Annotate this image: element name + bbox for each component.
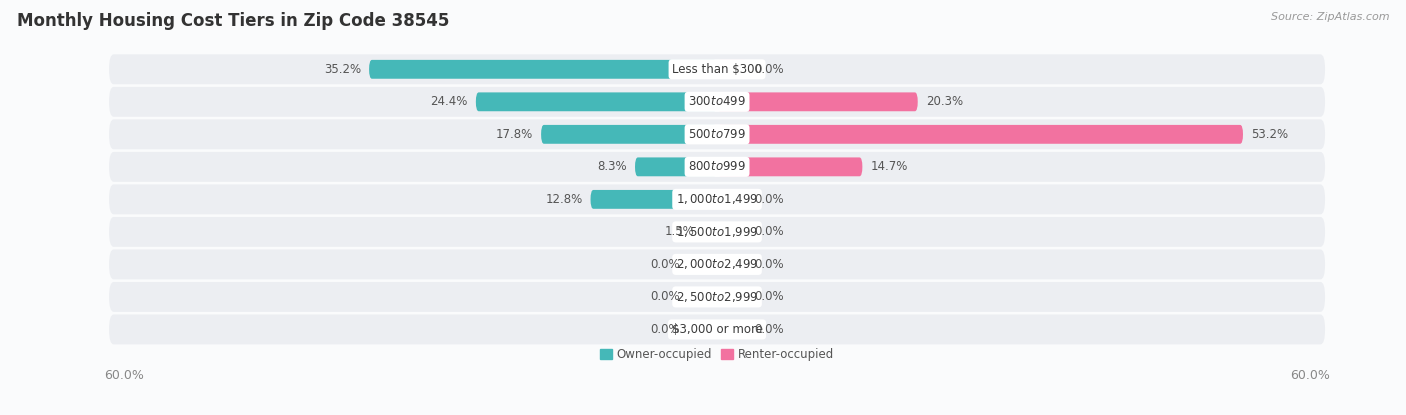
Text: $1,000 to $1,499: $1,000 to $1,499 (676, 193, 758, 206)
Text: 8.3%: 8.3% (598, 160, 627, 173)
FancyBboxPatch shape (110, 217, 1324, 247)
Text: 0.0%: 0.0% (755, 290, 785, 303)
Legend: Owner-occupied, Renter-occupied: Owner-occupied, Renter-occupied (595, 343, 839, 366)
Text: 35.2%: 35.2% (323, 63, 361, 76)
FancyBboxPatch shape (688, 320, 717, 339)
Text: 0.0%: 0.0% (755, 193, 785, 206)
Text: $3,000 or more: $3,000 or more (672, 323, 762, 336)
FancyBboxPatch shape (688, 288, 717, 306)
FancyBboxPatch shape (702, 222, 717, 241)
FancyBboxPatch shape (717, 255, 747, 274)
FancyBboxPatch shape (368, 60, 717, 79)
Text: $800 to $999: $800 to $999 (688, 160, 747, 173)
FancyBboxPatch shape (110, 315, 1324, 344)
Text: 0.0%: 0.0% (755, 63, 785, 76)
FancyBboxPatch shape (110, 282, 1324, 312)
Text: $500 to $799: $500 to $799 (688, 128, 747, 141)
FancyBboxPatch shape (541, 125, 717, 144)
Text: 53.2%: 53.2% (1251, 128, 1288, 141)
FancyBboxPatch shape (110, 120, 1324, 149)
Text: 24.4%: 24.4% (430, 95, 468, 108)
Text: 0.0%: 0.0% (755, 323, 785, 336)
Text: $1,500 to $1,999: $1,500 to $1,999 (676, 225, 758, 239)
FancyBboxPatch shape (110, 249, 1324, 279)
FancyBboxPatch shape (475, 93, 717, 111)
FancyBboxPatch shape (110, 54, 1324, 84)
Text: 0.0%: 0.0% (755, 225, 785, 238)
FancyBboxPatch shape (591, 190, 717, 209)
Text: 1.5%: 1.5% (665, 225, 695, 238)
FancyBboxPatch shape (110, 152, 1324, 182)
Text: 14.7%: 14.7% (870, 160, 908, 173)
FancyBboxPatch shape (717, 222, 747, 241)
Text: 0.0%: 0.0% (650, 290, 679, 303)
FancyBboxPatch shape (636, 157, 717, 176)
Text: $2,500 to $2,999: $2,500 to $2,999 (676, 290, 758, 304)
Text: 20.3%: 20.3% (925, 95, 963, 108)
Text: 0.0%: 0.0% (650, 258, 679, 271)
Text: 0.0%: 0.0% (755, 258, 785, 271)
Text: 12.8%: 12.8% (546, 193, 582, 206)
FancyBboxPatch shape (717, 93, 918, 111)
FancyBboxPatch shape (717, 60, 747, 79)
Text: 17.8%: 17.8% (496, 128, 533, 141)
FancyBboxPatch shape (110, 87, 1324, 117)
FancyBboxPatch shape (717, 320, 747, 339)
FancyBboxPatch shape (717, 190, 747, 209)
Text: Monthly Housing Cost Tiers in Zip Code 38545: Monthly Housing Cost Tiers in Zip Code 3… (17, 12, 450, 30)
FancyBboxPatch shape (717, 288, 747, 306)
FancyBboxPatch shape (717, 157, 862, 176)
FancyBboxPatch shape (717, 125, 1243, 144)
FancyBboxPatch shape (110, 184, 1324, 214)
Text: Source: ZipAtlas.com: Source: ZipAtlas.com (1271, 12, 1389, 22)
Text: 0.0%: 0.0% (650, 323, 679, 336)
FancyBboxPatch shape (688, 255, 717, 274)
Text: Less than $300: Less than $300 (672, 63, 762, 76)
Text: $2,000 to $2,499: $2,000 to $2,499 (676, 257, 758, 271)
Text: $300 to $499: $300 to $499 (688, 95, 747, 108)
